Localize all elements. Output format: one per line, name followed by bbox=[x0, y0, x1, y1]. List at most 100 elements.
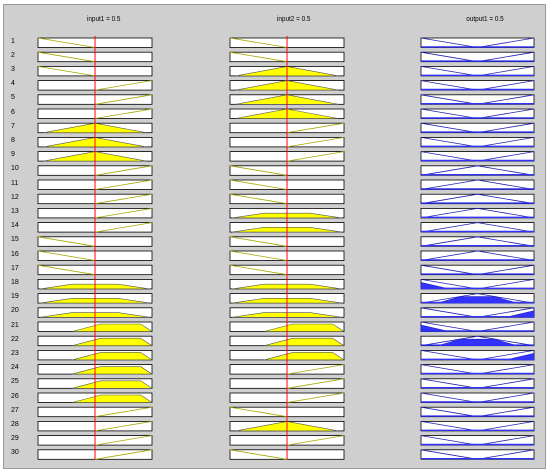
output1-mf-box bbox=[420, 236, 535, 247]
input2-mf-line bbox=[229, 51, 288, 63]
output1-mf-line bbox=[420, 335, 535, 347]
input2-activation-fill bbox=[264, 337, 346, 347]
input1-mf-line bbox=[37, 236, 96, 247]
input1-mf-line bbox=[94, 80, 153, 91]
input2-header: input2 = 0.5 bbox=[276, 14, 311, 23]
input1-activation-fill bbox=[72, 337, 154, 347]
output1-mf-box bbox=[420, 264, 535, 276]
output1-mf-box bbox=[420, 193, 535, 205]
rule-number: 10 bbox=[11, 165, 19, 173]
rule-number: 25 bbox=[11, 378, 19, 386]
rule-number: 18 bbox=[11, 278, 19, 286]
rule-number: 27 bbox=[11, 406, 19, 414]
output1-mf-box bbox=[420, 165, 535, 176]
input1-activation-fill bbox=[72, 352, 154, 361]
rule-number: 5 bbox=[11, 94, 15, 102]
input2-activation-fill bbox=[264, 352, 346, 361]
output1-mf-line bbox=[420, 236, 535, 247]
rule-number: 19 bbox=[11, 293, 19, 301]
output1-mf-box bbox=[420, 108, 535, 119]
input1-mf-line bbox=[94, 449, 153, 460]
rule-number: 28 bbox=[11, 420, 19, 428]
output1-mf-box bbox=[420, 392, 535, 403]
input2-mf-line bbox=[229, 193, 288, 205]
rule-number: 21 bbox=[11, 321, 19, 329]
input1-mf-line bbox=[94, 208, 153, 219]
input2-mf-line bbox=[229, 250, 288, 261]
rule-number: 22 bbox=[11, 335, 19, 343]
output1-mf-box bbox=[420, 420, 535, 432]
output1-mf-box bbox=[420, 364, 535, 375]
rule-number: 26 bbox=[11, 392, 19, 400]
output1-mf-box bbox=[420, 51, 535, 63]
output1-mf-line bbox=[420, 165, 535, 176]
input2-mf-line bbox=[286, 122, 345, 134]
input1-mf-line bbox=[94, 179, 153, 190]
output1-mf-box bbox=[420, 122, 535, 134]
output1-mf-box bbox=[420, 136, 535, 148]
input2-mf-line bbox=[229, 165, 288, 176]
input1-mf-line bbox=[94, 222, 153, 233]
rule-number: 3 bbox=[11, 65, 15, 73]
input2-activation-fill bbox=[264, 323, 346, 332]
input2-mf-line bbox=[229, 406, 288, 418]
rule-number: 8 bbox=[11, 136, 15, 144]
output1-mf-box bbox=[420, 378, 535, 389]
rule-number: 4 bbox=[11, 80, 15, 88]
output1-mf-line bbox=[420, 250, 535, 261]
rule-number: 30 bbox=[11, 449, 19, 457]
input1-header: input1 = 0.5 bbox=[86, 14, 121, 23]
input1-mf-line bbox=[94, 435, 153, 446]
output1-mf-box bbox=[420, 207, 535, 219]
rule-number: 24 bbox=[11, 364, 19, 372]
rule-number: 14 bbox=[11, 222, 19, 230]
input2-mf-line bbox=[286, 151, 345, 162]
input1-mf-line bbox=[94, 193, 153, 205]
input2-mf-line bbox=[229, 264, 288, 276]
output1-mf-box bbox=[420, 37, 535, 48]
output1-mf-box bbox=[420, 435, 535, 446]
input2-mf-line bbox=[229, 179, 288, 190]
output1-mf-box bbox=[420, 80, 535, 91]
output1-mf-line bbox=[420, 293, 535, 304]
input2-mf-line bbox=[286, 378, 345, 389]
input2-mf-line bbox=[286, 392, 345, 403]
input1-mf-line bbox=[94, 165, 153, 176]
output1-mf-line bbox=[420, 179, 535, 190]
output1-mf-box bbox=[420, 151, 535, 162]
input2-mf-line bbox=[229, 37, 288, 48]
input1-mf-line bbox=[37, 264, 96, 276]
input1-activation-fill bbox=[72, 394, 154, 403]
output1-mf-box bbox=[420, 179, 535, 190]
rule-number: 2 bbox=[11, 51, 15, 59]
output1-mf-box bbox=[420, 250, 535, 261]
output1-mf-line bbox=[420, 222, 535, 233]
input1-mf-line bbox=[37, 66, 96, 77]
input2-mf-line bbox=[286, 364, 345, 375]
input1-mf-line bbox=[94, 94, 153, 105]
rule-number: 11 bbox=[11, 179, 19, 187]
input1-activation-fill bbox=[72, 380, 154, 389]
rule-number: 23 bbox=[11, 349, 19, 357]
rule-number: 6 bbox=[11, 108, 15, 116]
output1-mf-box bbox=[420, 94, 535, 105]
input1-mf-line bbox=[94, 421, 153, 432]
output1-header: output1 = 0.5 bbox=[466, 14, 504, 23]
rule-number: 15 bbox=[11, 236, 19, 244]
rule-number: 7 bbox=[11, 122, 15, 130]
input1-mf-line bbox=[37, 250, 96, 261]
input1-mf-line bbox=[37, 37, 96, 48]
rule-number: 16 bbox=[11, 250, 19, 258]
input1-activation-fill bbox=[72, 323, 154, 332]
rule-number: 9 bbox=[11, 151, 15, 159]
input1-mf-line bbox=[94, 108, 153, 119]
input2-mf-line bbox=[229, 236, 288, 247]
input2-mf-line bbox=[286, 137, 345, 148]
input2-mf-line bbox=[286, 435, 345, 446]
output1-mf-line bbox=[420, 193, 535, 205]
rule-number: 13 bbox=[11, 207, 19, 215]
rule-number: 1 bbox=[11, 37, 15, 45]
input2-mf-line bbox=[229, 449, 288, 460]
output1-mf-line bbox=[420, 207, 535, 219]
